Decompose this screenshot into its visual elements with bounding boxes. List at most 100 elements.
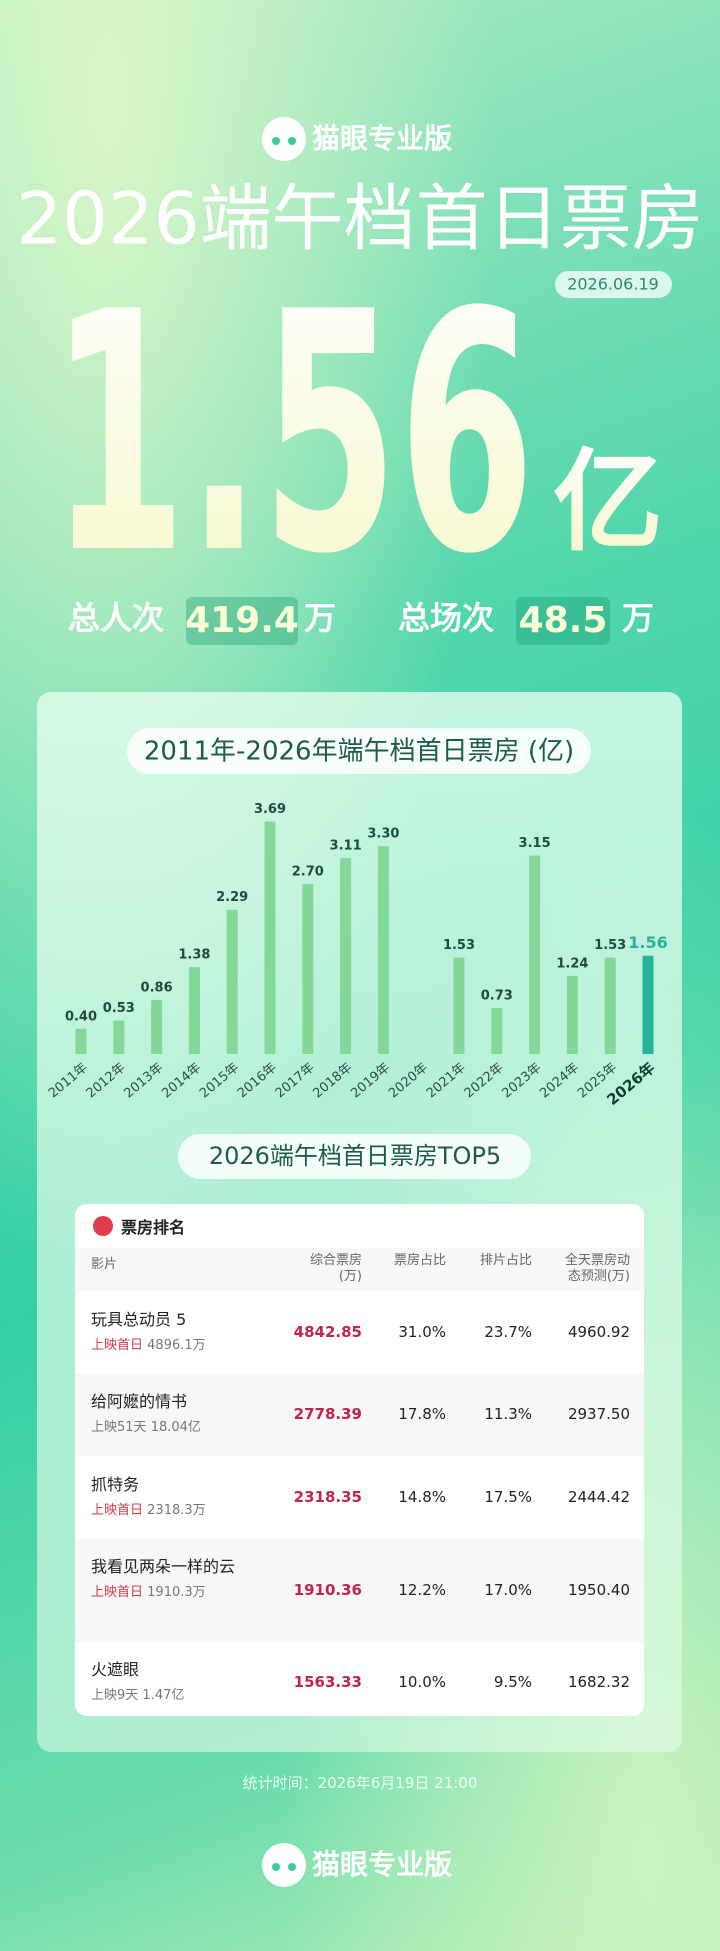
stat-unit: 万 — [622, 599, 654, 637]
x-tick-label: 2023年 — [499, 1060, 544, 1101]
movie-name: 玩具总动员 5 — [91, 1309, 187, 1329]
x-tick-label: 2020年 — [386, 1060, 431, 1101]
stat-label: 总人次 — [68, 599, 164, 637]
movie-name: 抓特务 — [91, 1474, 140, 1494]
table-row: 给阿嬷的情书 上映51天 18.04亿 2778.39 17.8% 11.3% 2937.… — [75, 1374, 644, 1456]
date: 2026.06.19 — [567, 275, 659, 294]
chart: 2011年-2026年端午档首日票房 (亿) 2011年 0.40 2012年 0.5… — [46, 728, 668, 1109]
logo-icon — [262, 1843, 306, 1887]
section-title: 2026端午档首日票房TOP5 — [178, 1134, 531, 1179]
cell-share: 12.2% — [398, 1580, 446, 1599]
bar — [529, 855, 541, 1054]
cell-forecast: 4960.92 — [567, 1322, 630, 1341]
stat-unit: 万 — [304, 599, 336, 637]
brand: 猫眼专业版 — [312, 122, 452, 155]
column-header: 票房占比 — [393, 1253, 446, 1268]
x-tick-label: 2014年 — [159, 1060, 204, 1101]
stat-pill — [516, 597, 610, 645]
cell-forecast: 2444.42 — [567, 1487, 630, 1506]
logo-eye — [288, 1863, 296, 1871]
section-pill — [178, 1134, 531, 1179]
cell-forecast: 1682.32 — [567, 1672, 630, 1691]
logo-eye — [288, 137, 296, 145]
bar — [188, 967, 200, 1054]
icon — [93, 1216, 113, 1236]
table-header: 票房排名 — [75, 1204, 644, 1248]
value-label: 3.30 — [367, 827, 399, 842]
release-tag: 上映首日 — [91, 1584, 144, 1600]
value-label: 0.73 — [481, 989, 513, 1004]
column-header: 影片 — [91, 1257, 118, 1272]
x-tick-label: 2017年 — [273, 1060, 318, 1101]
cell-total: 2778.39 — [293, 1405, 362, 1423]
x-tick-label: 2015年 — [197, 1060, 242, 1101]
release-info: 上映首日 2318.3万 — [91, 1500, 241, 1522]
value-label: 1.53 — [594, 938, 626, 953]
value-label: 0.86 — [141, 980, 173, 995]
stat-label: 总场次 — [398, 599, 494, 637]
release-total: 2318.3万 — [147, 1502, 206, 1518]
movie-cell: 给阿嬷的情书 上映51天 18.04亿 — [91, 1391, 241, 1439]
cell-forecast: 1950.40 — [567, 1580, 630, 1599]
release-info: 上映51天 18.04亿 — [91, 1417, 241, 1439]
release-total: 1910.3万 — [147, 1584, 206, 1600]
release-info: 上映9天 1.47亿 — [91, 1685, 241, 1707]
footer-logo: 猫眼专业版 — [262, 1843, 452, 1887]
bar — [491, 1008, 503, 1054]
stat-time: 统计时间：2026年6月19日 21:00 — [242, 1774, 478, 1792]
bar — [264, 821, 276, 1054]
stat-value: 419.4 — [185, 600, 299, 641]
column-header: 排片占比 — [479, 1253, 532, 1268]
release-tag: 上映51天 — [91, 1420, 147, 1435]
x-tick-label: 2021年 — [424, 1060, 469, 1101]
value-label: 3.15 — [519, 836, 551, 851]
bar — [75, 1028, 87, 1054]
release-info: 上映首日 4896.1万 — [91, 1335, 241, 1357]
column-header-row: 影片 综合票房(万) 票房占比 排片占比 全天票房动态预测(万) — [75, 1248, 644, 1291]
release-tag: 上映首日 — [91, 1502, 144, 1518]
table-row: 我看见两朵一样的云上映首日 1910.3万 1910.36 12.2% 17.0% 19… — [75, 1539, 644, 1642]
table-row: 火遮眼 上映9天 1.47亿 1563.33 10.0% 9.5% 1682.32 — [75, 1642, 644, 1716]
ranking-table: 票房排名 影片 综合票房(万) 票房占比 排片占比 全天票房动态预测(万) 玩具总动员 5… — [75, 1204, 644, 1716]
release-tag: 上映首日 — [91, 1337, 144, 1353]
movie-cell: 我看见两朵一样的云上映首日 1910.3万 — [91, 1556, 241, 1604]
cell-share: 10.0% — [398, 1672, 446, 1691]
cell-schedule: 17.0% — [484, 1580, 532, 1599]
cell-forecast: 2937.50 — [567, 1405, 630, 1423]
x-tick-label: 2018年 — [310, 1060, 355, 1101]
total-unit: 亿 — [553, 438, 663, 566]
cell-schedule: 17.5% — [484, 1487, 532, 1506]
x-tick-label: 2019年 — [348, 1060, 393, 1101]
cell-total: 2318.35 — [293, 1487, 362, 1506]
value-label: 0.53 — [103, 1001, 135, 1016]
table-row: 抓特务 上映首日 2318.3万 2318.35 14.8% 17.5% 2444.42 — [75, 1456, 644, 1539]
cell-schedule: 11.3% — [484, 1405, 532, 1423]
cell-total: 1910.36 — [293, 1580, 362, 1599]
bar — [453, 957, 465, 1054]
bar — [113, 1020, 125, 1054]
cell-share: 31.0% — [398, 1322, 446, 1341]
value-label: 1.24 — [556, 956, 588, 971]
table-row: 玩具总动员 5 上映首日 4896.1万 4842.85 31.0% 23.7% 4960… — [75, 1291, 644, 1374]
header: 猫眼专业版 2026端午档首日票房 2026.06.19 1.56 亿 总人次 4… — [16, 117, 704, 645]
value-label: 1.53 — [443, 938, 475, 953]
cell-share: 17.8% — [398, 1405, 446, 1423]
stat-value: 48.5 — [519, 600, 608, 641]
movie-cell: 玩具总动员 5 上映首日 4896.1万 — [91, 1309, 241, 1357]
logo-icon — [262, 117, 306, 161]
bar — [151, 999, 163, 1054]
cell-schedule: 9.5% — [493, 1672, 532, 1691]
cell-total: 1563.33 — [293, 1672, 362, 1691]
cell-total: 4842.85 — [293, 1322, 362, 1341]
value-label: 2.70 — [292, 864, 324, 879]
movie-name: 我看见两朵一样的云 — [91, 1556, 236, 1576]
column-header: 全天票房动态预测(万) — [564, 1253, 630, 1284]
movie-cell: 火遮眼 上映9天 1.47亿 — [91, 1659, 241, 1707]
x-tick-label: 2012年 — [84, 1060, 129, 1101]
release-total: 1.47亿 — [142, 1687, 185, 1703]
value-label: 3.11 — [330, 839, 362, 854]
chart-title: 2011年-2026年端午档首日票房 (亿) — [144, 737, 574, 767]
main-title: 2026端午档首日票房 — [16, 177, 703, 261]
release-total: 18.04亿 — [150, 1420, 201, 1435]
